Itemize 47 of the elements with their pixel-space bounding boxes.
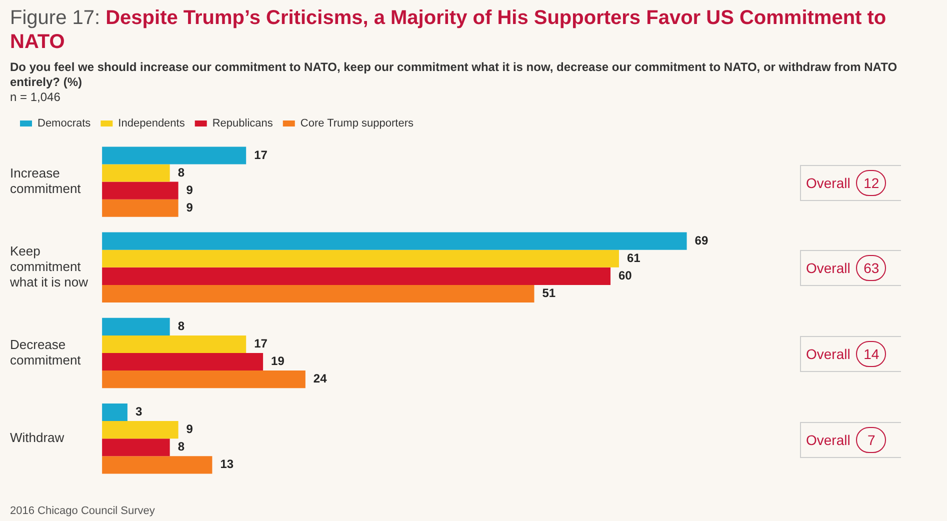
bar <box>102 438 170 456</box>
bar <box>102 164 170 182</box>
data-label: 3 <box>135 404 142 419</box>
bar <box>102 456 212 474</box>
y-tick-label: Keep commitment what it is now <box>9 243 89 290</box>
data-label: 9 <box>186 422 194 436</box>
data-label: 17 <box>254 148 268 162</box>
text: Overall 12 <box>806 174 880 193</box>
chart-title: Figure 17: Despite Trump’s Criticisms, a Majority of His Supporters Favor US Commitment to NATO <box>10 7 886 53</box>
data-label: 17 <box>254 336 268 351</box>
bar <box>102 146 246 164</box>
legend-label: Core Trump supporters <box>300 118 414 130</box>
text: 2016 Chicago Council Survey <box>10 505 155 517</box>
data-label: 13 <box>220 457 234 472</box>
data-label: 8 <box>178 318 185 333</box>
text: Overall 7 <box>806 432 876 448</box>
y-tick-label: Decrease commitment <box>10 336 82 368</box>
data-label: 69 <box>694 233 708 248</box>
data-label: 19 <box>271 354 285 368</box>
data-label: 60 <box>618 268 632 282</box>
bar <box>102 404 128 422</box>
bar <box>102 250 619 268</box>
y-tick-label: Withdraw <box>10 430 65 446</box>
bar <box>102 199 178 217</box>
data-label: 24 <box>313 372 328 386</box>
bar <box>102 284 534 302</box>
bar <box>102 335 246 353</box>
data-label: 51 <box>542 286 556 300</box>
legend-label: Republicans <box>212 118 274 130</box>
legend-label: Independents <box>118 118 186 130</box>
bar <box>102 182 178 200</box>
data-label: 8 <box>178 165 185 180</box>
bar <box>102 370 306 388</box>
bar <box>102 267 611 285</box>
bar <box>102 353 264 371</box>
text: Overall 63 <box>806 259 880 278</box>
data-label: 9 <box>186 182 194 197</box>
text: Overall 14 <box>806 345 880 364</box>
bar <box>102 318 170 336</box>
data-label: 8 <box>178 440 185 454</box>
data-label: 61 <box>626 250 641 265</box>
bar <box>102 421 178 439</box>
bar <box>102 232 687 250</box>
chart-subtitle: Do you feel we should increase our commitment to NATO, keep our commitment what it is now, decrease our commitment to NATO, or withdraw from NATO entirely? (%) n = 1,046 <box>10 60 898 105</box>
legend-label: Democrats <box>38 118 92 130</box>
y-tick-label: Increase commitment <box>10 166 82 196</box>
data-label: 9 <box>186 200 194 214</box>
